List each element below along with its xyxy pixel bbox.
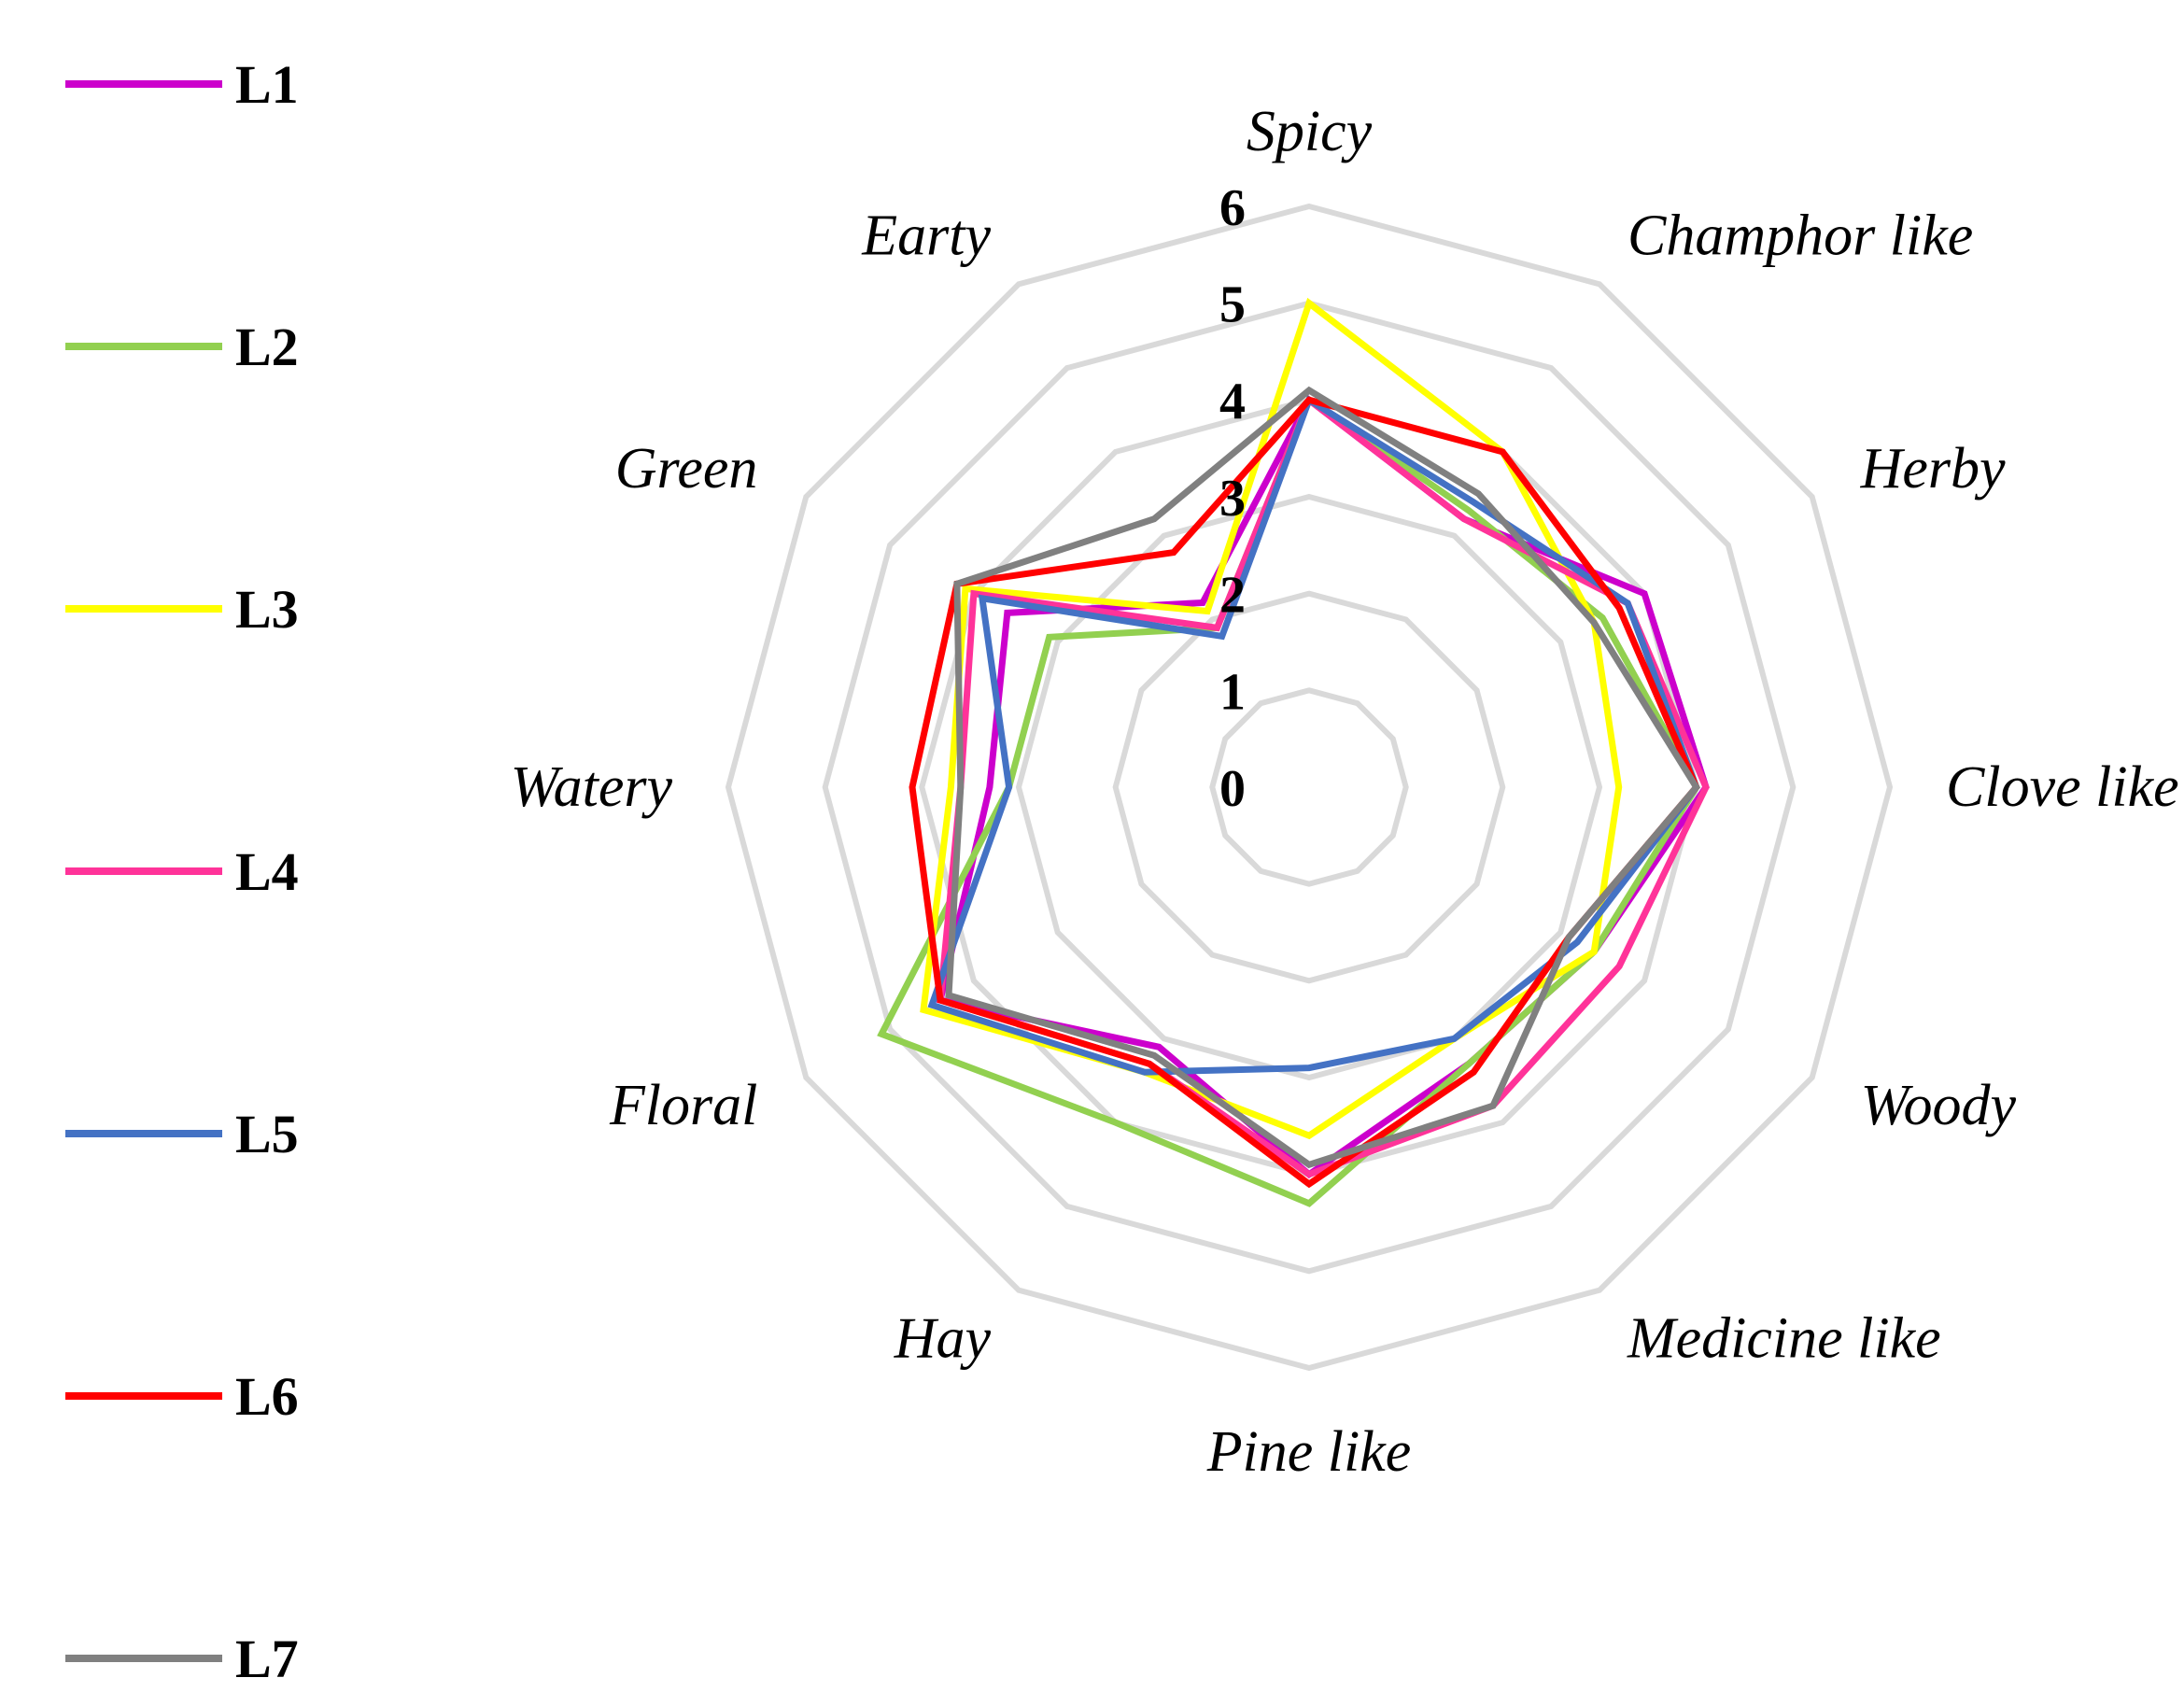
grid-ring-5 (822, 300, 1797, 1275)
axis-label-medicine-like: Medicine like (1627, 1307, 1941, 1371)
axis-label-floral: Floral (609, 1074, 757, 1137)
axis-label-clove-like: Clove like (1946, 755, 2179, 819)
grid-ring-3 (1015, 493, 1603, 1081)
grid-ring-4 (919, 397, 1699, 1177)
legend-item-l3: L3 (65, 579, 299, 640)
tick-label-0: 0 (1219, 760, 1246, 818)
legend-item-l7: L7 (65, 1628, 299, 1689)
axis-label-woody: Woody (1861, 1074, 2017, 1137)
axis-label-herby: Herby (1860, 437, 2006, 501)
legend-label: L5 (235, 1104, 299, 1164)
legend-label: L7 (235, 1628, 299, 1689)
tick-label-2: 2 (1219, 567, 1246, 625)
legend: L1 L2 L3 L4 L5 L6 L7 (65, 54, 299, 1689)
axis-label-watery: Watery (511, 755, 673, 819)
tick-label-6: 6 (1219, 179, 1246, 237)
legend-label: L2 (235, 317, 299, 377)
grid-ring-2 (1112, 590, 1506, 984)
radial-tick-labels: 0 1 2 3 4 5 6 (1219, 179, 1246, 818)
axis-label-spicy: Spicy (1247, 100, 1373, 163)
legend-label: L4 (235, 841, 299, 902)
series-line-l7 (945, 386, 1701, 1169)
axis-label-champhor-like: Champhor like (1627, 204, 1973, 267)
axis-category-labels: Spicy Champhor like Herby Clove like Woody Me… (511, 100, 2179, 1484)
series-line-l5 (927, 395, 1700, 1076)
axis-label-green: Green (615, 437, 758, 501)
legend-item-l1: L1 (65, 54, 299, 115)
legend-label: L1 (235, 54, 299, 115)
legend-item-l2: L2 (65, 317, 299, 377)
legend-item-l4: L4 (65, 841, 299, 902)
axis-label-pine-like: Pine like (1206, 1420, 1412, 1484)
tick-label-1: 1 (1219, 663, 1246, 721)
legend-label: L6 (235, 1366, 299, 1427)
grid-ring-1 (1209, 687, 1409, 887)
grid-ring-6 (725, 203, 1894, 1372)
radar-grid (725, 203, 1894, 1372)
tick-label-4: 4 (1219, 373, 1246, 430)
legend-label: L3 (235, 579, 299, 640)
series-line-l2 (877, 394, 1700, 1207)
legend-item-l5: L5 (65, 1104, 299, 1164)
axis-label-hay: Hay (894, 1307, 992, 1371)
legend-item-l6: L6 (65, 1366, 299, 1427)
tick-label-3: 3 (1219, 470, 1246, 528)
tick-label-5: 5 (1219, 276, 1246, 334)
axis-label-earty: Earty (861, 204, 991, 267)
radar-series-lines (877, 297, 1710, 1207)
